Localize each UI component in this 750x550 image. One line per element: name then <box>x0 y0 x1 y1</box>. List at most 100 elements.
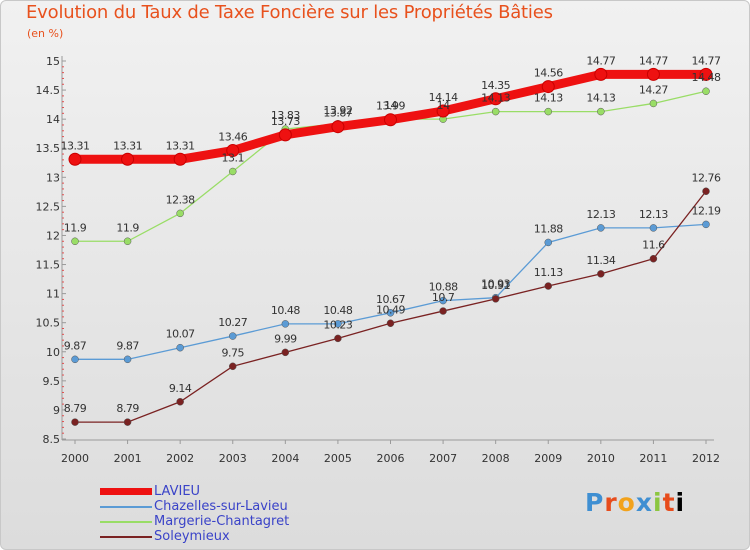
x-tick-label: 2002 <box>166 452 194 465</box>
data-label: 14.13 <box>586 92 615 105</box>
data-point <box>649 254 658 263</box>
data-label: 11.88 <box>534 222 563 235</box>
data-label: 13.46 <box>218 131 247 144</box>
data-point <box>439 296 447 305</box>
data-point <box>544 238 552 247</box>
data-point <box>646 67 660 81</box>
data-label: 9.87 <box>116 339 139 352</box>
legend-swatch-soleymieux <box>100 536 152 538</box>
data-label: 10.7 <box>432 291 455 304</box>
proxiti-logo: Proxiti <box>585 488 685 517</box>
data-point <box>334 334 342 343</box>
y-tick-label: 15 <box>46 55 60 68</box>
legend-label-chazelles: Chazelles-sur-Lavieu <box>154 499 288 514</box>
y-tick-label: 14 <box>46 113 60 126</box>
legend-swatch-margerie <box>100 521 152 523</box>
data-point <box>597 224 605 232</box>
data-point <box>384 113 397 127</box>
y-tick-label: 14.5 <box>36 84 61 97</box>
legend-label-soleymieux: Soleymieux <box>154 529 230 544</box>
data-point <box>702 187 710 196</box>
data-label: 12.38 <box>166 193 195 206</box>
data-point <box>334 320 342 328</box>
data-label: 10.23 <box>323 318 352 331</box>
logo-letter: x <box>635 488 653 517</box>
logo-letter: P <box>585 488 605 517</box>
data-label: 10.49 <box>376 303 405 316</box>
data-label: 14 <box>437 99 450 112</box>
data-point <box>278 128 292 142</box>
data-point <box>439 307 447 315</box>
data-label: 14.77 <box>692 54 721 67</box>
legend-label-margerie: Margerie-Chantagret <box>154 514 290 529</box>
x-tick-label: 2011 <box>639 452 667 465</box>
y-tick-label: 10 <box>46 346 60 359</box>
y-tick-label: 10.5 <box>36 317 61 330</box>
data-label: 13.1 <box>222 151 245 164</box>
data-point <box>489 92 503 106</box>
data-point <box>597 107 605 116</box>
data-label: 10.48 <box>323 304 352 317</box>
data-point <box>68 152 82 166</box>
data-label: 14 <box>384 99 397 112</box>
y-tick-label: 11 <box>46 288 60 301</box>
data-label: 12.13 <box>639 208 668 221</box>
data-label: 14.13 <box>481 92 510 105</box>
data-point <box>594 67 608 81</box>
x-tick-label: 2009 <box>534 452 562 465</box>
y-tick-label: 9.5 <box>43 375 61 388</box>
x-tick-label: 2005 <box>324 452 352 465</box>
data-label: 14.13 <box>534 92 563 105</box>
data-point <box>281 348 290 357</box>
data-label: 11.13 <box>534 266 563 279</box>
data-label: 13.99 <box>376 100 405 113</box>
data-point <box>541 80 555 94</box>
data-point <box>229 332 237 340</box>
data-label: 14.35 <box>481 79 510 92</box>
y-tick-label: 12.5 <box>36 200 61 213</box>
data-point <box>649 224 658 232</box>
chart-title: Evolution du Taux de Taxe Foncière sur l… <box>26 2 553 23</box>
data-label: 14.27 <box>639 83 668 96</box>
y-tick-label: 13 <box>46 171 60 184</box>
data-label: 10.67 <box>376 293 405 306</box>
data-point <box>176 398 184 406</box>
data-label: 11.6 <box>642 239 665 252</box>
data-label: 10.91 <box>481 279 510 292</box>
data-point <box>123 355 132 364</box>
data-point <box>281 320 290 328</box>
data-label: 10.48 <box>271 304 300 317</box>
data-point <box>544 107 552 116</box>
data-point <box>699 67 713 81</box>
data-point <box>702 220 710 229</box>
y-tick-label: 8.5 <box>43 433 61 446</box>
data-label: 13.31 <box>166 139 195 152</box>
data-label: 10.93 <box>481 278 510 291</box>
x-tick-label: 2010 <box>587 452 615 465</box>
data-label: 9.14 <box>169 382 192 395</box>
y-tick-label: 13.5 <box>36 142 61 155</box>
data-point <box>176 209 184 218</box>
data-label: 8.79 <box>116 402 139 415</box>
data-point <box>229 362 237 371</box>
legend-swatch-lavieu <box>100 488 152 495</box>
x-tick-label: 2001 <box>114 452 142 465</box>
data-point <box>649 99 658 108</box>
data-label: 12.76 <box>692 171 721 184</box>
data-label: 14.48 <box>692 71 721 84</box>
y-tick-label: 12 <box>46 229 60 242</box>
data-point <box>702 87 710 95</box>
logo-letter: i <box>653 488 663 517</box>
x-tick-label: 2008 <box>482 452 510 465</box>
x-tick-label: 2006 <box>377 452 405 465</box>
data-label: 14.77 <box>586 54 615 67</box>
x-tick-label: 2012 <box>692 452 720 465</box>
data-point <box>229 167 237 176</box>
data-label: 14.77 <box>639 54 668 67</box>
data-label: 13.87 <box>323 107 352 120</box>
data-point <box>176 343 184 352</box>
data-label: 11.9 <box>64 221 87 234</box>
data-label: 13.83 <box>271 109 300 122</box>
